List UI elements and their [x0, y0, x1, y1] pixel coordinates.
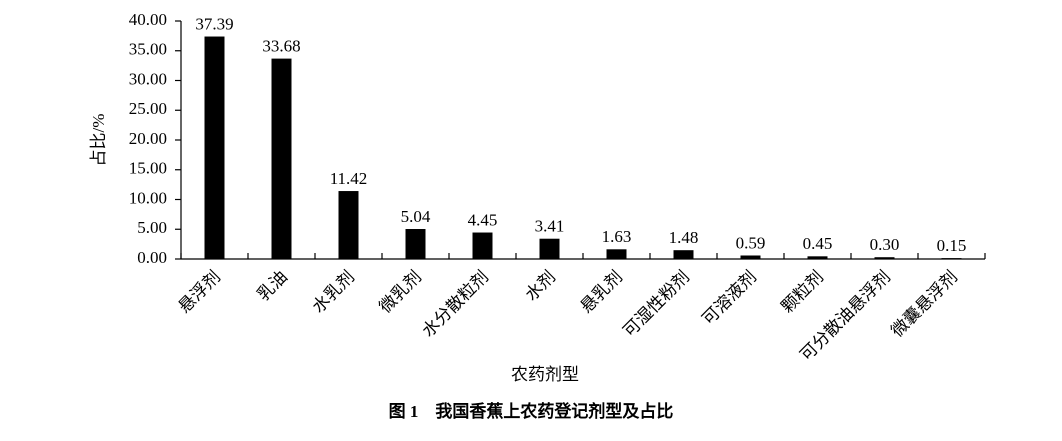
y-tick-label: 35.00 — [129, 40, 167, 59]
value-label: 1.48 — [669, 228, 699, 247]
x-tick-label: 可湿性粉剂 — [620, 267, 694, 341]
x-tick-label: 水剂 — [522, 267, 559, 304]
bar — [271, 58, 292, 259]
x-tick-label: 微乳剂 — [376, 267, 425, 316]
y-tick-label: 40.00 — [129, 10, 167, 29]
bar — [472, 232, 493, 259]
bar — [405, 229, 426, 259]
x-tick-label: 颗粒剂 — [778, 267, 827, 316]
y-tick-label: 20.00 — [129, 129, 167, 148]
value-label: 0.30 — [870, 235, 900, 254]
y-tick-label: 15.00 — [129, 159, 167, 178]
value-label: 33.68 — [262, 37, 300, 56]
value-label: 4.45 — [468, 210, 498, 229]
bar — [941, 258, 962, 259]
bar — [740, 255, 761, 259]
value-label: 5.04 — [401, 207, 431, 226]
x-tick-label: 悬乳剂 — [577, 267, 626, 316]
value-label: 0.45 — [803, 234, 833, 253]
x-tick-label: 乳油 — [254, 267, 291, 304]
bar — [874, 257, 895, 259]
value-label: 0.15 — [937, 236, 967, 255]
y-tick-label: 10.00 — [129, 188, 167, 207]
bar — [204, 36, 225, 260]
value-label: 1.63 — [602, 227, 632, 246]
bar — [807, 256, 828, 259]
y-tick-label: 0.00 — [137, 248, 167, 267]
caption: 图 1 我国香蕉上农药登记剂型及占比 — [389, 401, 674, 421]
value-label: 0.59 — [736, 233, 766, 252]
bar — [606, 249, 627, 259]
x-tick-label: 微囊悬浮剂 — [888, 267, 962, 341]
bar — [338, 191, 359, 259]
x-tick-label: 水分散粒剂 — [419, 267, 493, 341]
value-label: 3.41 — [535, 217, 565, 236]
y-axis-title: 占比/% — [89, 114, 108, 167]
y-tick-label: 30.00 — [129, 69, 167, 88]
x-axis-title: 农药剂型 — [511, 365, 579, 384]
value-label: 11.42 — [330, 169, 368, 188]
x-tick-label: 水乳剂 — [309, 267, 358, 316]
bar — [673, 250, 694, 259]
y-tick-label: 5.00 — [137, 218, 167, 237]
y-tick-label: 25.00 — [129, 99, 167, 118]
bar — [539, 238, 560, 259]
x-tick-label: 可溶液剂 — [699, 267, 761, 329]
x-tick-label: 悬浮剂 — [175, 267, 224, 316]
value-label: 37.39 — [195, 14, 233, 33]
